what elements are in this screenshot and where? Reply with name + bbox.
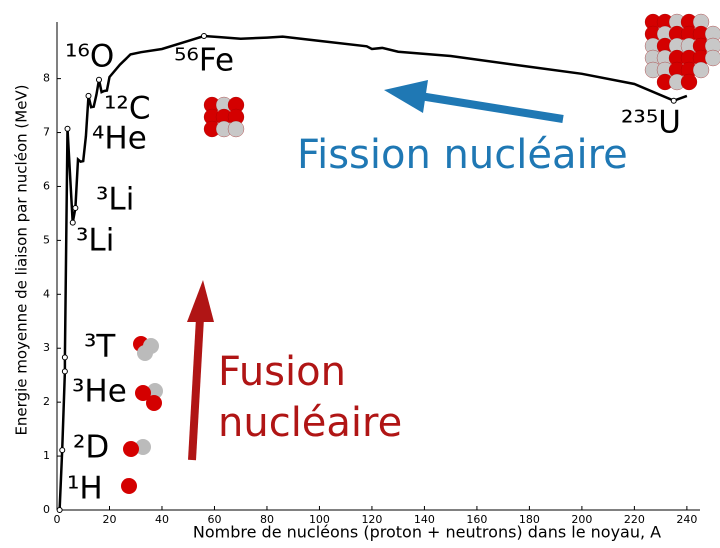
- nuclide-marker: [65, 126, 70, 131]
- fusion-label: nucléaire: [218, 400, 402, 446]
- nuclide-label: ³T: [84, 329, 116, 365]
- nuclide-marker: [60, 448, 65, 453]
- y-tick-label: 2: [43, 395, 50, 408]
- nuclide-label: ³Li: [76, 223, 114, 259]
- nucleus: [123, 441, 139, 457]
- nucleus: [121, 478, 137, 494]
- fusion-label: Fusion: [218, 349, 346, 395]
- nuclide-marker: [73, 206, 78, 211]
- nuclide-label: ²³⁵U: [621, 105, 681, 141]
- y-tick-label: 1: [43, 449, 50, 462]
- x-tick-label: 80: [260, 513, 274, 526]
- nucleon: [228, 121, 244, 137]
- iron-nucleus: [204, 97, 244, 137]
- x-tick-label: 240: [676, 513, 697, 526]
- y-tick-label: 7: [43, 126, 50, 139]
- nuclide-marker: [201, 34, 206, 39]
- y-axis-label: Energie moyenne de liaison par nucléon (…: [13, 84, 31, 435]
- x-tick-label: 160: [466, 513, 487, 526]
- nuclide-marker: [62, 355, 67, 360]
- y-tick-label: 8: [43, 72, 50, 85]
- nuclide-label: ²D: [73, 430, 109, 466]
- uranium-nucleus: [645, 14, 720, 90]
- nuclide-label: ¹H: [67, 471, 103, 507]
- nuclide-label: ¹²C: [104, 91, 151, 127]
- x-tick-label: 40: [155, 513, 169, 526]
- fission-label: Fission nucléaire: [297, 132, 628, 178]
- nuclide-marker: [57, 508, 62, 513]
- nuclide-label: ³He: [72, 374, 127, 410]
- fission-arrow: [420, 96, 563, 119]
- fusion-arrow: [192, 318, 200, 460]
- y-tick-label: 5: [43, 233, 50, 246]
- nuclide-label: ¹⁶O: [65, 39, 114, 75]
- x-tick-label: 120: [361, 513, 382, 526]
- y-tick-label: 3: [43, 341, 50, 354]
- x-tick-label: 200: [571, 513, 592, 526]
- nucleus: [137, 345, 153, 361]
- y-tick-label: 4: [43, 287, 50, 300]
- x-tick-label: 60: [207, 513, 221, 526]
- nuclide-marker: [86, 93, 91, 98]
- nuclide-marker: [671, 98, 676, 103]
- nucleus: [146, 395, 162, 411]
- x-tick-label: 140: [414, 513, 435, 526]
- fission-arrowhead: [384, 80, 428, 113]
- nuclide-label: ³Li: [96, 182, 134, 218]
- y-tick-label: 6: [43, 179, 50, 192]
- x-tick-label: 220: [624, 513, 645, 526]
- x-tick-label: 100: [309, 513, 330, 526]
- x-tick-label: 20: [102, 513, 116, 526]
- nucleon: [693, 62, 709, 78]
- nuclide-marker: [62, 369, 67, 374]
- nuclide-marker: [96, 77, 101, 82]
- x-tick-label: 180: [519, 513, 540, 526]
- nucleon: [681, 74, 697, 90]
- chart: Nombre de nucléons (proton + neutrons) d…: [0, 0, 720, 544]
- nucleon: [705, 50, 720, 66]
- decor: [121, 14, 720, 494]
- fusion-arrowhead: [187, 280, 214, 322]
- x-tick-label: 0: [54, 513, 61, 526]
- nuclide-marker: [70, 220, 75, 225]
- y-tick-label: 0: [43, 503, 50, 516]
- nuclide-label: ⁵⁶Fe: [174, 43, 234, 79]
